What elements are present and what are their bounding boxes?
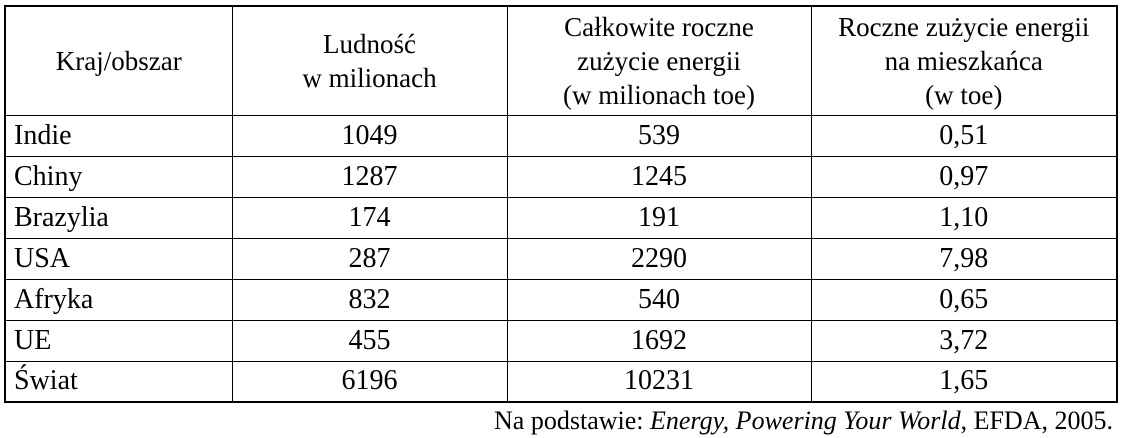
cell-zuzycie-na-mieszkanca: 3,72 (810, 319, 1118, 362)
cell-zuzycie-calkowite: 539 (506, 114, 812, 157)
cell-zuzycie-calkowite: 540 (506, 278, 812, 321)
cell-kraj: Chiny (4, 155, 233, 198)
cell-zuzycie-calkowite: 1692 (506, 319, 812, 362)
header-calkowite-roczne-zuzycie: Całkowite roczne zużycie energii (w mili… (506, 5, 812, 116)
table-row-swiat: Świat 6196 10231 1,65 (4, 360, 1118, 403)
header-ludnosc: Ludność w milionach (231, 5, 508, 116)
cell-kraj: Afryka (4, 278, 233, 321)
cell-zuzycie-na-mieszkanca: 1,65 (810, 360, 1118, 403)
cell-zuzycie-na-mieszkanca: 0,51 (810, 114, 1118, 157)
cell-zuzycie-calkowite: 191 (506, 196, 812, 239)
table-row-chiny: Chiny 1287 1245 0,97 (4, 155, 1118, 198)
cell-ludnosc: 832 (231, 278, 508, 321)
source-note-prefix: Na podstawie: (494, 406, 650, 435)
cell-kraj: Brazylia (4, 196, 233, 239)
table-row-usa: USA 287 2290 7,98 (4, 237, 1118, 280)
header-zuzycie-na-mieszkanca: Roczne zużycie energii na mieszkańca (w … (810, 5, 1118, 116)
cell-kraj: UE (4, 319, 233, 362)
header-kraj-obszar: Kraj/obszar (4, 5, 233, 116)
cell-ludnosc: 1049 (231, 114, 508, 157)
header-row: Kraj/obszar Ludność w milionach Całkowit… (4, 5, 1118, 116)
cell-ludnosc: 174 (231, 196, 508, 239)
source-note-title: Energy, Powering Your World (650, 406, 961, 435)
cell-kraj: USA (4, 237, 233, 280)
table-row-ue: UE 455 1692 3,72 (4, 319, 1118, 362)
cell-zuzycie-na-mieszkanca: 7,98 (810, 237, 1118, 280)
cell-zuzycie-na-mieszkanca: 0,65 (810, 278, 1118, 321)
cell-ludnosc: 6196 (231, 360, 508, 403)
cell-ludnosc: 455 (231, 319, 508, 362)
cell-zuzycie-na-mieszkanca: 0,97 (810, 155, 1118, 198)
cell-zuzycie-calkowite: 10231 (506, 360, 812, 403)
cell-kraj: Świat (4, 360, 233, 403)
table-row-afryka: Afryka 832 540 0,65 (4, 278, 1118, 321)
cell-zuzycie-calkowite: 2290 (506, 237, 812, 280)
cell-ludnosc: 1287 (231, 155, 508, 198)
table-row-indie: Indie 1049 539 0,51 (4, 114, 1118, 157)
cell-ludnosc: 287 (231, 237, 508, 280)
cell-kraj: Indie (4, 114, 233, 157)
cell-zuzycie-na-mieszkanca: 1,10 (810, 196, 1118, 239)
table-row-brazylia: Brazylia 174 191 1,10 (4, 196, 1118, 239)
source-note: Na podstawie: Energy, Powering Your Worl… (0, 406, 1113, 436)
cell-zuzycie-calkowite: 1245 (506, 155, 812, 198)
energy-consumption-table: Kraj/obszar Ludność w milionach Całkowit… (4, 5, 1118, 403)
source-note-suffix: , EFDA, 2005. (960, 406, 1113, 435)
